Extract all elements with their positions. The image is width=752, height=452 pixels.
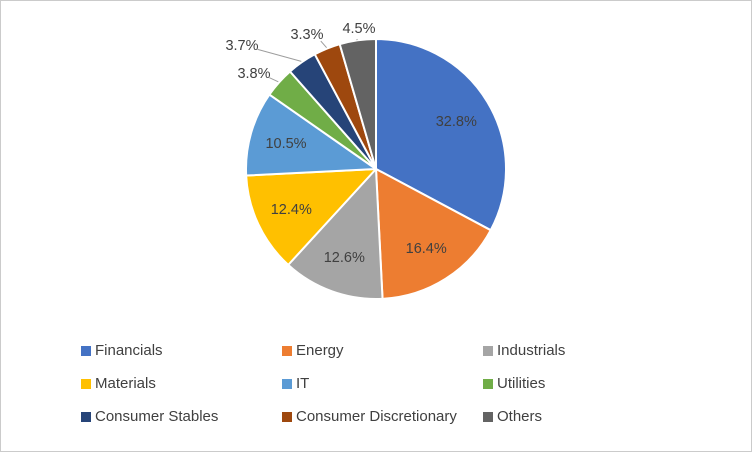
inside-data-label: 10.5% bbox=[265, 136, 306, 152]
pie-slice-industrials bbox=[287, 168, 384, 300]
pie-slice-financials bbox=[375, 38, 507, 232]
legend-swatch-icon bbox=[483, 379, 493, 389]
legend-swatch-icon bbox=[81, 379, 91, 389]
legend-label: Industrials bbox=[497, 342, 566, 359]
inside-data-label: 12.6% bbox=[324, 250, 365, 266]
pie-slice-energy bbox=[375, 168, 492, 300]
pie-slice-others bbox=[338, 38, 377, 170]
outside-data-label: 4.5% bbox=[342, 21, 375, 37]
legend-label: Consumer Discretionary bbox=[296, 408, 457, 425]
legend-swatch-icon bbox=[81, 412, 91, 422]
legend-swatch-icon bbox=[81, 346, 91, 356]
inside-data-label: 12.4% bbox=[271, 202, 312, 218]
inside-data-label: 16.4% bbox=[406, 241, 447, 257]
leader-line bbox=[257, 48, 302, 62]
legend-label: Materials bbox=[95, 375, 156, 392]
pie-chart: 32.8% 16.4% 12.6% 12.4% 10.5% 3.8% 3.7% 3.3% 4.5… bbox=[225, 21, 507, 300]
legend-label: Consumer Stables bbox=[95, 408, 219, 425]
leader-line bbox=[269, 77, 279, 83]
legend-item-it: IT bbox=[282, 374, 483, 394]
legend-label: Energy bbox=[296, 342, 344, 359]
leader-line bbox=[320, 40, 327, 49]
legend-item-materials: Materials bbox=[81, 374, 282, 394]
outside-data-label: 3.8% bbox=[237, 66, 270, 82]
legend-item-industrials: Industrials bbox=[483, 341, 565, 361]
legend-label: IT bbox=[296, 375, 310, 392]
legend-item-utilities: Utilities bbox=[483, 374, 565, 394]
pie-slice-it bbox=[245, 93, 377, 177]
legend-label: Financials bbox=[95, 342, 163, 359]
legend-item-consumer-stables: Consumer Stables bbox=[81, 407, 282, 427]
pie-chart-area: 32.8% 16.4% 12.6% 12.4% 10.5% 3.8% 3.7% 3.3% 4.5… bbox=[1, 1, 751, 331]
outside-data-label: 3.7% bbox=[225, 38, 258, 54]
legend-label: Utilities bbox=[497, 375, 546, 392]
legend-swatch-icon bbox=[483, 346, 493, 356]
leader-line bbox=[356, 38, 358, 41]
pie-slice-materials bbox=[245, 168, 377, 266]
legend-label: Others bbox=[497, 408, 543, 425]
legend-item-financials: Financials bbox=[81, 341, 282, 361]
legend-swatch-icon bbox=[483, 412, 493, 422]
legend-swatch-icon bbox=[282, 379, 292, 389]
legend-item-consumer-discretionary: Consumer Discretionary bbox=[282, 407, 483, 427]
inside-data-label: 32.8% bbox=[436, 114, 477, 130]
legend-item-others: Others bbox=[483, 407, 565, 427]
outside-data-label: 3.3% bbox=[290, 27, 323, 43]
legend-item-energy: Energy bbox=[282, 341, 483, 361]
chart-legend: Financials Energy Industrials Materials IT Ut… bbox=[81, 341, 565, 427]
legend-swatch-icon bbox=[282, 412, 292, 422]
legend-swatch-icon bbox=[282, 346, 292, 356]
